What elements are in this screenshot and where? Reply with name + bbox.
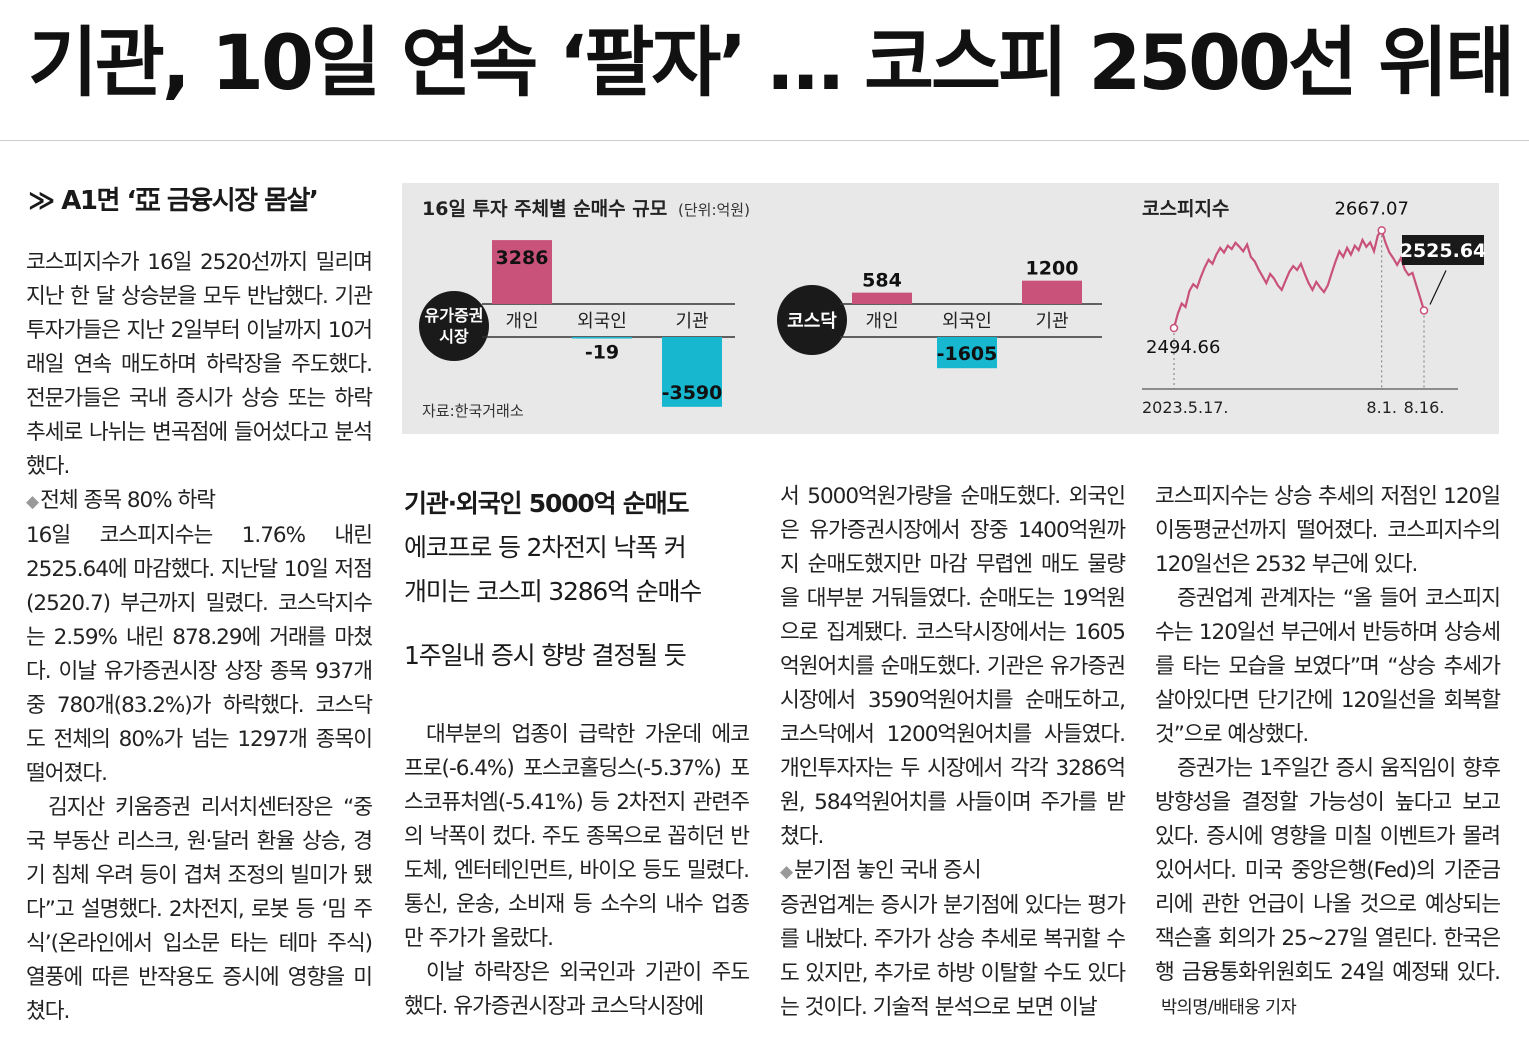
header-rule <box>0 140 1529 141</box>
bar-category-label: 기관 <box>1035 311 1068 332</box>
bar <box>937 337 997 369</box>
bar-value-label: 584 <box>862 270 902 292</box>
bar-value-label: -1605 <box>937 343 998 365</box>
x-tick-label: 2023.5.17. <box>1142 398 1229 417</box>
paragraph: 코스피지수는 상승 추세의 저점인 120일 이동평균선까지 떨어졌다. 코스피… <box>1155 484 1501 577</box>
graphic-title: 16일 투자 주체별 순매수 규모 <box>422 198 667 220</box>
column-2: 대부분의 업종이 급락한 가운데 에코프로(-6.4%) 포스코홀딩스(-5.3… <box>404 718 750 1024</box>
kospi-bar-panel: 유가증권 시장 3286 개인 -19 외국인 -3590 기관 <box>419 240 735 407</box>
data-point <box>1169 323 1179 333</box>
bar <box>572 337 632 339</box>
column-1: 코스피지수가 16일 2520선까지 밀리며 지난 한 달 상승분을 모두 반납… <box>26 246 373 1029</box>
latest-value-badge <box>1402 235 1484 265</box>
paragraph: 증권업계 관계자는 “올 들어 코스피지수는 120일선 부근에서 반등하며 상… <box>1155 586 1501 747</box>
kosdaq-bar-panel: 코스닥 584 개인 -1605 외국인 1200 기관 <box>777 258 1102 369</box>
column-4: 코스피지수는 상승 추세의 저점인 120일 이동평균선까지 떨어졌다. 코스피… <box>1155 480 1501 1025</box>
deck-line: 개미는 코스피 3286억 순매수 <box>404 577 702 606</box>
paragraph: 대부분의 업종이 급락한 가운데 에코프로(-6.4%) 포스코홀딩스(-5.3… <box>404 722 750 951</box>
paragraph: 코스피지수가 16일 2520선까지 밀리며 지난 한 달 상승분을 모두 반납… <box>26 250 373 479</box>
bar <box>852 292 912 304</box>
market-badge-label: 시장 <box>439 327 469 346</box>
bar <box>492 240 552 304</box>
paragraph: 증권업계는 증시가 분기점에 있다는 평가를 내놨다. 주가가 상승 추세로 복… <box>780 893 1126 1020</box>
paragraph: 서 5000억원가량을 순매도했다. 외국인은 유가증권시장에서 장중 1400… <box>780 484 1126 849</box>
data-point <box>1377 226 1386 235</box>
deck-line: 기관·외국인 5000억 순매도 <box>404 489 689 518</box>
bar-value-label: 3286 <box>496 247 549 269</box>
bar-category-label: 외국인 <box>942 311 992 332</box>
data-point <box>1419 306 1429 315</box>
graphic-source: 자료:한국거래소 <box>422 402 524 420</box>
bar-category-label: 외국인 <box>577 311 627 332</box>
market-badge-label: 유가증권 <box>425 306 484 325</box>
data-label: 2525.64 <box>1400 240 1487 262</box>
bar-category-label: 개인 <box>865 311 898 332</box>
bar-category-label: 기관 <box>675 311 708 332</box>
kospi-index-chart: 코스피지수 2023.5.17. 8.1. 8.16. 2494.66 2667.07 2… <box>1142 198 1486 417</box>
bar-category-label: 개인 <box>505 311 538 332</box>
infographic-svg: 16일 투자 주체별 순매수 규모 (단위:억원) 자료:한국거래소 유가증권 … <box>419 198 1486 420</box>
deck-line: 에코프로 등 2차전지 낙폭 커 <box>404 533 687 562</box>
subheading: 분기점 놓인 국내 증시 <box>780 854 1125 889</box>
paragraph: 증권가는 1주일간 증시 움직임이 향후 방향성을 결정할 가능성이 높다고 보… <box>1155 756 1501 1018</box>
deck-line: 1주일내 증시 향방 결정될 듯 <box>404 641 687 670</box>
bar-value-label: -19 <box>585 342 619 364</box>
bar-value-label: 1200 <box>1026 258 1079 280</box>
column-3: 서 5000억원가량을 순매도했다. 외국인은 유가증권시장에서 장중 1400… <box>780 480 1126 1025</box>
bar <box>662 337 722 407</box>
paragraph: 김지산 키움증권 리서치센터장은 “중국 부동산 리스크, 원·달러 환율 상승… <box>26 795 373 1024</box>
market-badge-label: 코스닥 <box>787 311 837 332</box>
data-label: 2667.07 <box>1334 198 1408 219</box>
data-label: 2494.66 <box>1146 337 1220 358</box>
paragraph: 16일 코스피지수는 1.76% 내린 2525.64에 마감했다. 지난달 1… <box>26 523 373 786</box>
market-badge <box>419 291 489 361</box>
deck: 기관·외국인 5000억 순매도 에코프로 등 2차전지 낙폭 커 개미는 코스… <box>404 482 749 678</box>
reference-link[interactable]: ≫ A1면 ‘亞 금융시장 몸살’ <box>28 186 319 216</box>
infographic: 16일 투자 주체별 순매수 규모 (단위:억원) 자료:한국거래소 유가증권 … <box>402 183 1499 434</box>
market-badge <box>777 285 847 355</box>
series-line <box>1172 227 1426 329</box>
line-chart-title: 코스피지수 <box>1142 198 1229 220</box>
bar-value-label: -3590 <box>662 382 723 404</box>
subheading: 전체 종목 80% 하락 <box>26 484 372 519</box>
paragraph: 이날 하락장은 외국인과 기관이 주도했다. 유가증권시장과 코스닥시장에 <box>404 960 750 1019</box>
headline: 기관, 10일 연속 ‘팔자’ … 코스피 2500선 위태 <box>28 18 1515 107</box>
x-tick-label: 8.16. <box>1404 398 1445 417</box>
bar <box>1022 280 1082 304</box>
graphic-unit: (단위:억원) <box>678 201 750 219</box>
byline: 박의명/배태웅 기자 <box>1161 998 1297 1018</box>
x-tick-label: 8.1. <box>1366 398 1397 417</box>
